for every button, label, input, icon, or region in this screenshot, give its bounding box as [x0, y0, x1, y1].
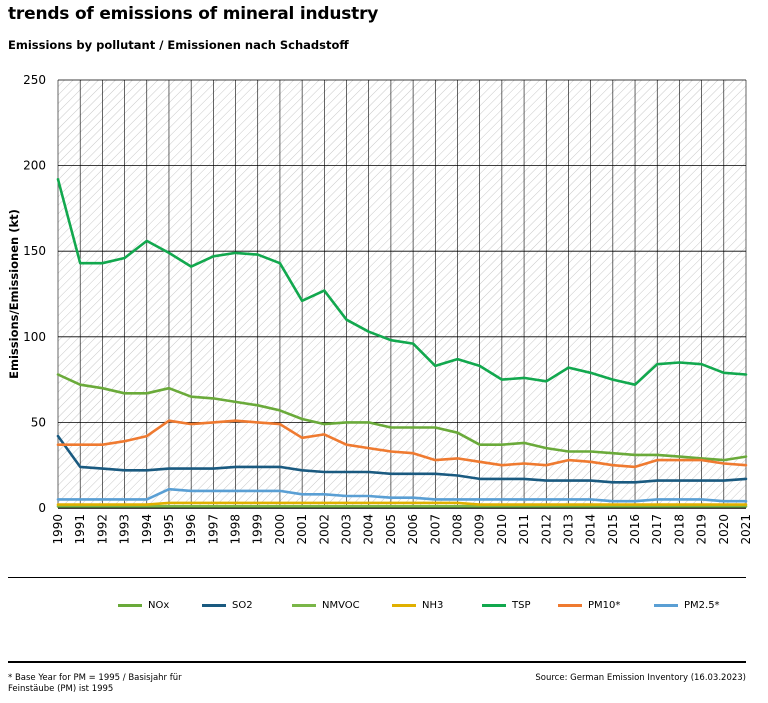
- legend-label: PM10*: [588, 600, 621, 611]
- x-tick-label: 1995: [162, 514, 176, 545]
- x-tick-label: 2004: [362, 514, 376, 545]
- legend-item-nh3: NH3: [392, 600, 443, 611]
- y-tick-label: 50: [31, 415, 46, 429]
- legend-label: SO2: [232, 600, 253, 611]
- y-tick-label: 100: [23, 330, 46, 344]
- plot-area: [58, 80, 746, 508]
- series-line-nh3: [56, 501, 748, 506]
- x-tick-label: 2020: [717, 514, 731, 545]
- x-tick-label: 1996: [184, 514, 198, 545]
- x-tick-label: 2016: [628, 514, 642, 545]
- x-tick-label: 2003: [340, 514, 354, 545]
- x-tick-label: 2007: [428, 514, 442, 545]
- x-tick-label: 2014: [584, 514, 598, 545]
- chart-subtitle: Emissions by pollutant / Emissionen nach…: [8, 38, 349, 52]
- y-tick-label: 0: [38, 501, 46, 515]
- y-tick-label: 250: [23, 73, 46, 87]
- legend-item-so2: SO2: [202, 600, 253, 611]
- legend-top-divider: [8, 577, 746, 578]
- legend-item-pm25: PM2.5*: [654, 600, 720, 611]
- x-tick-label: 2021: [739, 514, 753, 545]
- footer-divider: [8, 661, 746, 663]
- legend-item-pm10: PM10*: [558, 600, 620, 611]
- x-tick-label: 2010: [495, 514, 509, 545]
- legend-item-nmvoc: NMVOC: [292, 600, 360, 611]
- legend-label: NMVOC: [322, 600, 360, 611]
- x-tick-label: 2012: [539, 514, 553, 545]
- x-tick-label: 2013: [561, 514, 575, 545]
- x-tick-label: 1992: [95, 514, 109, 545]
- series-line-nox: [56, 373, 748, 462]
- x-tick-label: 2015: [606, 514, 620, 545]
- x-tick-label: 1998: [229, 514, 243, 545]
- y-tick-label: 150: [23, 244, 46, 258]
- x-tick-label: 2002: [317, 514, 331, 545]
- series-line-pm25: [56, 487, 748, 503]
- x-tick-label: 2011: [517, 514, 531, 545]
- x-tick-label: 1999: [251, 514, 265, 545]
- x-tick-label: 1993: [118, 514, 132, 545]
- legend-label: NOx: [148, 600, 170, 611]
- x-tick-label: 2006: [406, 514, 420, 545]
- legend-label: TSP: [512, 600, 531, 611]
- legend-swatch: [202, 604, 226, 607]
- series-line-pm10: [56, 419, 748, 469]
- x-tick-label: 2018: [672, 514, 686, 545]
- legend-item-tsp: TSP: [482, 600, 531, 611]
- y-tick-label: 200: [23, 159, 46, 173]
- source-note: Source: German Emission Inventory (16.03…: [535, 673, 746, 683]
- x-tick-label: 2008: [450, 514, 464, 545]
- legend-swatch: [558, 604, 582, 607]
- legend-swatch: [292, 604, 316, 607]
- x-tick-label: 2000: [273, 514, 287, 545]
- x-tick-label: 1997: [206, 514, 220, 545]
- legend-label: NH3: [422, 600, 444, 611]
- chart-legend: NOx SO2 NMVOC NH3 TSP PM10* PM2.5*: [8, 600, 746, 624]
- footnote: * Base Year for PM = 1995 / Basisjahr fü…: [8, 673, 182, 694]
- x-tick-label: 1991: [73, 514, 87, 545]
- x-tick-label: 2009: [473, 514, 487, 545]
- legend-swatch: [482, 604, 506, 607]
- x-tick-label: 2019: [695, 514, 709, 545]
- legend-swatch: [118, 604, 142, 607]
- x-tick-label: 2005: [384, 514, 398, 545]
- legend-swatch: [654, 604, 678, 607]
- x-tick-label: 2017: [650, 514, 664, 545]
- legend-item-nox: NOx: [118, 600, 169, 611]
- series-line-so2: [56, 434, 748, 484]
- x-tick-label: 1994: [140, 514, 154, 545]
- x-tick-label: 1990: [51, 514, 65, 545]
- legend-swatch: [392, 604, 416, 607]
- legend-label: PM2.5*: [684, 600, 720, 611]
- x-tick-label: 2001: [295, 514, 309, 545]
- emissions-line-chart: 0 50 100 150 200 250 1990 1991 1992 1993 1994 1995 1…: [7, 73, 753, 545]
- y-axis-label: Emissions/Emissionen (kt): [7, 209, 21, 379]
- series-line-tsp: [56, 178, 748, 387]
- chart-title: trends of emissions of mineral industry: [8, 4, 379, 24]
